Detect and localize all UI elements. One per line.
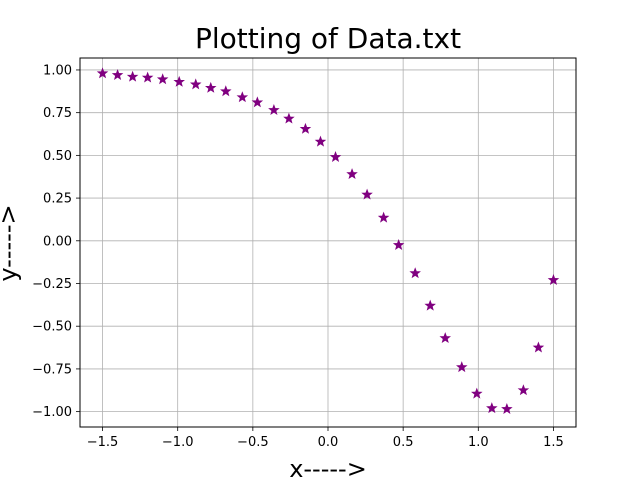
y-axis-label: y----->: [0, 204, 22, 281]
data-point-star: [96, 67, 109, 79]
data-point-star: [409, 267, 421, 279]
data-point-star: [251, 96, 264, 108]
data-point-star: [329, 151, 342, 162]
data-point-star: [299, 122, 312, 134]
y-tick-label: −0.75: [32, 362, 72, 377]
x-axis-label: x----->: [289, 455, 367, 480]
data-point-star: [156, 73, 169, 85]
x-axis-ticks: −1.5 −1.0 −0.5 0.0 0.5 1.0 1.5: [87, 427, 564, 450]
data-point-star: [141, 71, 154, 83]
data-point-star: [314, 135, 327, 147]
y-tick-label: 0.50: [43, 149, 72, 164]
y-tick-label: −1.00: [32, 405, 72, 420]
data-point-star: [173, 75, 185, 87]
y-axis-ticks: 1.00 0.75 0.50 0.25 0.00 −0.25 −0.50 −0.75 −1.00: [32, 63, 80, 420]
y-tick-label: 0.75: [43, 106, 72, 121]
data-point-star: [111, 69, 124, 80]
data-points: [96, 67, 560, 414]
data-point-star: [361, 188, 373, 200]
data-point-star: [189, 78, 202, 90]
data-point-star: [283, 112, 295, 124]
data-point-star: [456, 361, 468, 373]
x-tick-label: 0.0: [318, 435, 339, 450]
data-point-star: [532, 341, 545, 353]
x-tick-label: −1.5: [87, 435, 119, 450]
x-tick-label: 1.0: [468, 435, 489, 450]
data-point-star: [547, 274, 560, 285]
data-point-star: [126, 70, 139, 82]
data-point-star: [424, 299, 436, 311]
x-tick-label: 0.5: [393, 435, 414, 450]
data-point-star: [236, 91, 249, 103]
data-point-star: [439, 332, 451, 344]
data-point-star: [486, 402, 498, 414]
data-point-star: [346, 168, 358, 180]
y-tick-label: 0.00: [43, 234, 72, 249]
y-tick-label: 0.25: [43, 192, 72, 207]
data-point-star: [220, 85, 232, 97]
data-point-star: [517, 384, 530, 396]
x-tick-label: 1.5: [543, 435, 564, 450]
y-tick-label: −0.25: [32, 277, 72, 292]
data-point-star: [377, 211, 390, 223]
y-tick-label: −0.50: [32, 320, 72, 335]
data-point-star: [471, 387, 483, 399]
chart-title: Plotting of Data.txt: [195, 22, 461, 55]
data-point-star: [268, 104, 280, 115]
x-tick-label: −1.0: [162, 435, 194, 450]
y-tick-label: 1.00: [43, 63, 72, 78]
x-tick-label: −0.5: [237, 435, 269, 450]
grid: [80, 58, 576, 427]
data-point-star: [501, 403, 513, 414]
data-point-star: [392, 239, 405, 250]
data-point-star: [205, 81, 217, 93]
